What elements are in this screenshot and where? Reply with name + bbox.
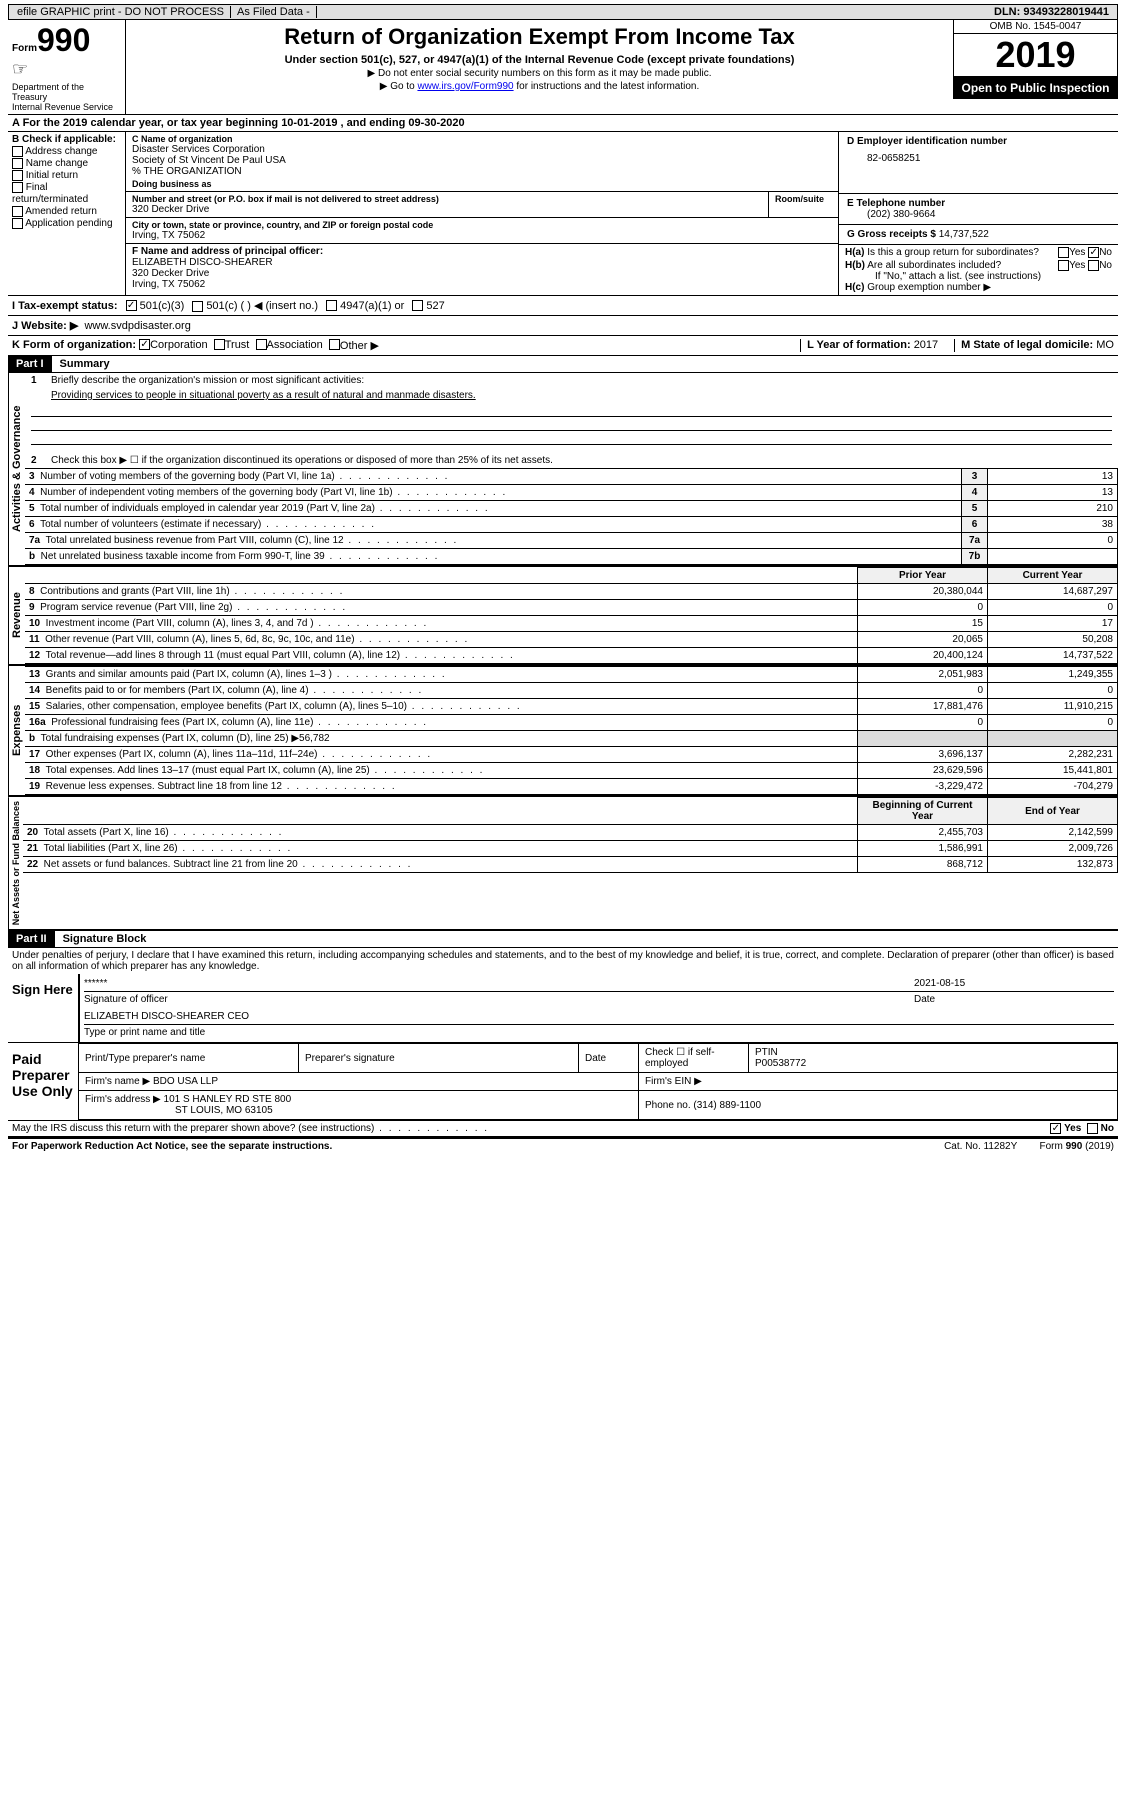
rev-label: Revenue [8,567,25,664]
paid-preparer-label: Paid Preparer Use Only [8,1043,78,1120]
form-title: Return of Organization Exempt From Incom… [130,24,949,50]
title-box: Return of Organization Exempt From Incom… [126,20,953,114]
efile-label: efile GRAPHIC print - DO NOT PROCESS [11,6,231,18]
irs-link[interactable]: www.irs.gov/Form990 [417,81,513,92]
row-a: A For the 2019 calendar year, or tax yea… [8,115,1118,132]
discuss-no[interactable] [1087,1123,1098,1134]
revenue-table: Prior YearCurrent Year8 Contributions an… [25,567,1118,664]
k-row: K Form of organization: Corporation Trus… [8,336,1118,356]
tax-status-row: I Tax-exempt status: 501(c)(3) 501(c) ( … [8,295,1118,316]
form-box: Form990 ☞ Department of the Treasury Int… [8,20,126,114]
part2-header: Part II [8,931,55,947]
footer: For Paperwork Reduction Act Notice, see … [8,1138,1118,1154]
501c3-check[interactable] [126,300,137,311]
ha-no[interactable] [1088,247,1099,258]
hb-no[interactable] [1088,260,1099,271]
governance-table: 3 Number of voting members of the govern… [25,468,1118,565]
sign-here-label: Sign Here [8,974,78,1042]
top-bar: efile GRAPHIC print - DO NOT PROCESS As … [8,4,1118,20]
hb-yes[interactable] [1058,260,1069,271]
exp-label: Expenses [8,666,25,795]
ha-yes[interactable] [1058,247,1069,258]
col-b: B Check if applicable: Address change Na… [8,132,126,295]
col-d: D Employer identification number 82-0658… [838,132,1118,295]
dln: DLN: 93493228019441 [988,6,1115,18]
website-row: J Website: ▶ www.svdpdisaster.org [8,316,1118,336]
gov-label: Activities & Governance [8,373,25,565]
part1-header: Part I [8,356,52,372]
preparer-table: Print/Type preparer's name Preparer's si… [78,1043,1118,1120]
net-label: Net Assets or Fund Balances [8,797,23,929]
net-assets-table: Beginning of Current YearEnd of Year20 T… [23,797,1118,873]
right-box: OMB No. 1545-0047 2019 Open to Public In… [953,20,1118,114]
expenses-table: 13 Grants and similar amounts paid (Part… [25,666,1118,795]
col-c: C Name of organization Disaster Services… [126,132,838,295]
discuss-yes[interactable] [1050,1123,1061,1134]
asfiled-label: As Filed Data - [231,6,317,18]
dept-label: Department of the Treasury Internal Reve… [12,82,121,112]
perjury-text: Under penalties of perjury, I declare th… [8,948,1118,974]
